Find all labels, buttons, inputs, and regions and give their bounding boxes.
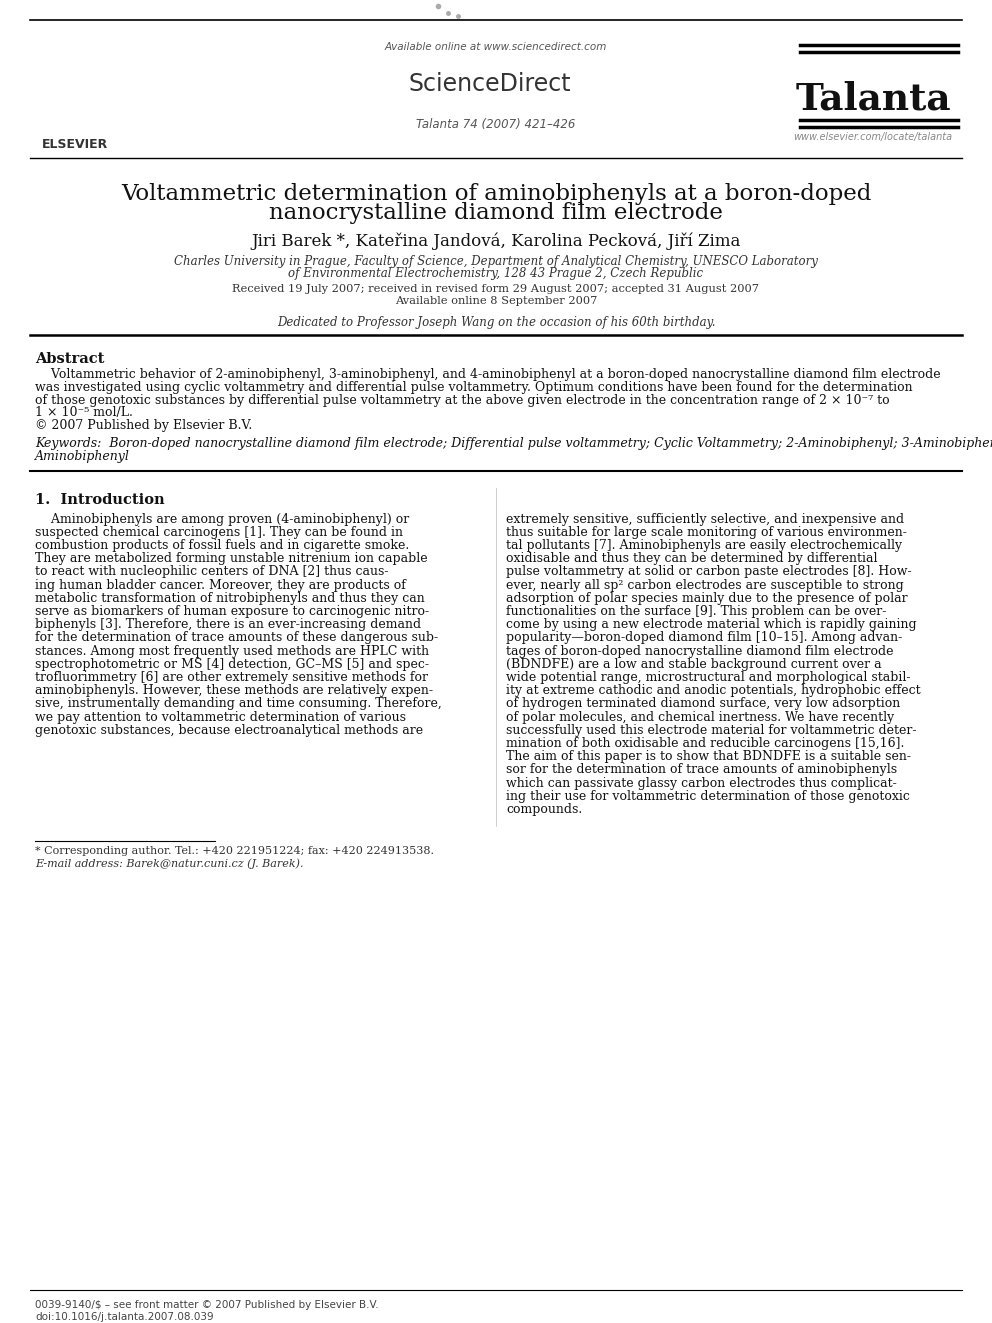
- Text: serve as biomarkers of human exposure to carcinogenic nitro-: serve as biomarkers of human exposure to…: [35, 605, 430, 618]
- Text: spectrophotometric or MS [4] detection, GC–MS [5] and spec-: spectrophotometric or MS [4] detection, …: [35, 658, 429, 671]
- Text: of those genotoxic substances by differential pulse voltammetry at the above giv: of those genotoxic substances by differe…: [35, 394, 890, 406]
- Text: successfully used this electrode material for voltammetric deter-: successfully used this electrode materia…: [506, 724, 917, 737]
- Text: to react with nucleophilic centers of DNA [2] thus caus-: to react with nucleophilic centers of DN…: [35, 565, 389, 578]
- Text: was investigated using cyclic voltammetry and differential pulse voltammetry. Op: was investigated using cyclic voltammetr…: [35, 381, 913, 394]
- Text: ScienceDirect: ScienceDirect: [409, 71, 571, 97]
- Text: of hydrogen terminated diamond surface, very low adsorption: of hydrogen terminated diamond surface, …: [506, 697, 901, 710]
- Text: Available online at www.sciencedirect.com: Available online at www.sciencedirect.co…: [385, 42, 607, 52]
- Text: Available online 8 September 2007: Available online 8 September 2007: [395, 296, 597, 306]
- Text: sor for the determination of trace amounts of aminobiphenyls: sor for the determination of trace amoun…: [506, 763, 897, 777]
- Text: ELSEVIER: ELSEVIER: [42, 138, 108, 151]
- Text: come by using a new electrode material which is rapidly gaining: come by using a new electrode material w…: [506, 618, 917, 631]
- Text: of polar molecules, and chemical inertness. We have recently: of polar molecules, and chemical inertne…: [506, 710, 894, 724]
- Text: tal pollutants [7]. Aminobiphenyls are easily electrochemically: tal pollutants [7]. Aminobiphenyls are e…: [506, 538, 902, 552]
- Text: © 2007 Published by Elsevier B.V.: © 2007 Published by Elsevier B.V.: [35, 419, 252, 433]
- Text: The aim of this paper is to show that BDNDFE is a suitable sen-: The aim of this paper is to show that BD…: [506, 750, 911, 763]
- Text: oxidisable and thus they can be determined by differential: oxidisable and thus they can be determin…: [506, 552, 878, 565]
- Text: combustion products of fossil fuels and in cigarette smoke.: combustion products of fossil fuels and …: [35, 538, 410, 552]
- Text: metabolic transformation of nitrobiphenyls and thus they can: metabolic transformation of nitrobipheny…: [35, 591, 425, 605]
- Text: pulse voltammetry at solid or carbon paste electrodes [8]. How-: pulse voltammetry at solid or carbon pas…: [506, 565, 912, 578]
- Text: stances. Among most frequently used methods are HPLC with: stances. Among most frequently used meth…: [35, 644, 430, 658]
- Text: for the determination of trace amounts of these dangerous sub-: for the determination of trace amounts o…: [35, 631, 438, 644]
- Text: suspected chemical carcinogens [1]. They can be found in: suspected chemical carcinogens [1]. They…: [35, 525, 403, 538]
- Text: Keywords:  Boron-doped nanocrystalline diamond film electrode; Differential puls: Keywords: Boron-doped nanocrystalline di…: [35, 437, 992, 450]
- Text: sive, instrumentally demanding and time consuming. Therefore,: sive, instrumentally demanding and time …: [35, 697, 441, 710]
- Text: Dedicated to Professor Joseph Wang on the occasion of his 60th birthday.: Dedicated to Professor Joseph Wang on th…: [277, 316, 715, 329]
- Text: Voltammetric behavior of 2-aminobiphenyl, 3-aminobiphenyl, and 4-aminobiphenyl a: Voltammetric behavior of 2-aminobiphenyl…: [35, 368, 940, 381]
- Text: ever, nearly all sp² carbon electrodes are susceptible to strong: ever, nearly all sp² carbon electrodes a…: [506, 578, 904, 591]
- Text: adsorption of polar species mainly due to the presence of polar: adsorption of polar species mainly due t…: [506, 591, 908, 605]
- Text: biphenyls [3]. Therefore, there is an ever-increasing demand: biphenyls [3]. Therefore, there is an ev…: [35, 618, 422, 631]
- Text: Talanta: Talanta: [796, 79, 950, 116]
- Text: of Environmental Electrochemistry, 128 43 Prague 2, Czech Republic: of Environmental Electrochemistry, 128 4…: [289, 267, 703, 280]
- Text: Jiri Barek *, Kateřina Jandová, Karolina Pecková, Jiří Zima: Jiri Barek *, Kateřina Jandová, Karolina…: [251, 232, 741, 250]
- Text: Charles University in Prague, Faculty of Science, Department of Analytical Chemi: Charles University in Prague, Faculty of…: [174, 255, 818, 269]
- Text: Talanta 74 (2007) 421–426: Talanta 74 (2007) 421–426: [417, 118, 575, 131]
- Text: Aminobiphenyl: Aminobiphenyl: [35, 450, 130, 463]
- Text: which can passivate glassy carbon electrodes thus complicat-: which can passivate glassy carbon electr…: [506, 777, 897, 790]
- Text: E-mail address: Barek@natur.cuni.cz (J. Barek).: E-mail address: Barek@natur.cuni.cz (J. …: [35, 859, 304, 869]
- Text: aminobiphenyls. However, these methods are relatively expen-: aminobiphenyls. However, these methods a…: [35, 684, 433, 697]
- Text: Voltammetric determination of aminobiphenyls at a boron-doped: Voltammetric determination of aminobiphe…: [121, 183, 871, 205]
- Text: doi:10.1016/j.talanta.2007.08.039: doi:10.1016/j.talanta.2007.08.039: [35, 1312, 213, 1322]
- Text: ity at extreme cathodic and anodic potentials, hydrophobic effect: ity at extreme cathodic and anodic poten…: [506, 684, 921, 697]
- Text: thus suitable for large scale monitoring of various environmen-: thus suitable for large scale monitoring…: [506, 525, 907, 538]
- Text: mination of both oxidisable and reducible carcinogens [15,16].: mination of both oxidisable and reducibl…: [506, 737, 905, 750]
- Text: They are metabolized forming unstable nitrenium ion capable: They are metabolized forming unstable ni…: [35, 552, 428, 565]
- Text: Abstract: Abstract: [35, 352, 104, 366]
- Text: tages of boron-doped nanocrystalline diamond film electrode: tages of boron-doped nanocrystalline dia…: [506, 644, 894, 658]
- Text: (BDNDFE) are a low and stable background current over a: (BDNDFE) are a low and stable background…: [506, 658, 882, 671]
- Text: genotoxic substances, because electroanalytical methods are: genotoxic substances, because electroana…: [35, 724, 424, 737]
- Text: Aminobiphenyls are among proven (4-aminobiphenyl) or: Aminobiphenyls are among proven (4-amino…: [35, 512, 410, 525]
- Text: 1.  Introduction: 1. Introduction: [35, 492, 165, 507]
- Text: 1 × 10⁻⁵ mol/L.: 1 × 10⁻⁵ mol/L.: [35, 406, 133, 419]
- Text: nanocrystalline diamond film electrode: nanocrystalline diamond film electrode: [269, 202, 723, 224]
- Text: popularity—boron-doped diamond film [10–15]. Among advan-: popularity—boron-doped diamond film [10–…: [506, 631, 903, 644]
- Text: we pay attention to voltammetric determination of various: we pay attention to voltammetric determi…: [35, 710, 406, 724]
- Text: trofluorimmetry [6] are other extremely sensitive methods for: trofluorimmetry [6] are other extremely …: [35, 671, 428, 684]
- Text: compounds.: compounds.: [506, 803, 582, 816]
- Text: 0039-9140/$ – see front matter © 2007 Published by Elsevier B.V.: 0039-9140/$ – see front matter © 2007 Pu…: [35, 1301, 379, 1310]
- Text: * Corresponding author. Tel.: +420 221951224; fax: +420 224913538.: * Corresponding author. Tel.: +420 22195…: [35, 847, 434, 856]
- Text: Received 19 July 2007; received in revised form 29 August 2007; accepted 31 Augu: Received 19 July 2007; received in revis…: [232, 284, 760, 294]
- Text: wide potential range, microstructural and morphological stabil-: wide potential range, microstructural an…: [506, 671, 911, 684]
- Text: ing their use for voltammetric determination of those genotoxic: ing their use for voltammetric determina…: [506, 790, 910, 803]
- Text: extremely sensitive, sufficiently selective, and inexpensive and: extremely sensitive, sufficiently select…: [506, 512, 904, 525]
- Text: ing human bladder cancer. Moreover, they are products of: ing human bladder cancer. Moreover, they…: [35, 578, 406, 591]
- Text: www.elsevier.com/locate/talanta: www.elsevier.com/locate/talanta: [794, 132, 952, 142]
- Text: functionalities on the surface [9]. This problem can be over-: functionalities on the surface [9]. This…: [506, 605, 887, 618]
